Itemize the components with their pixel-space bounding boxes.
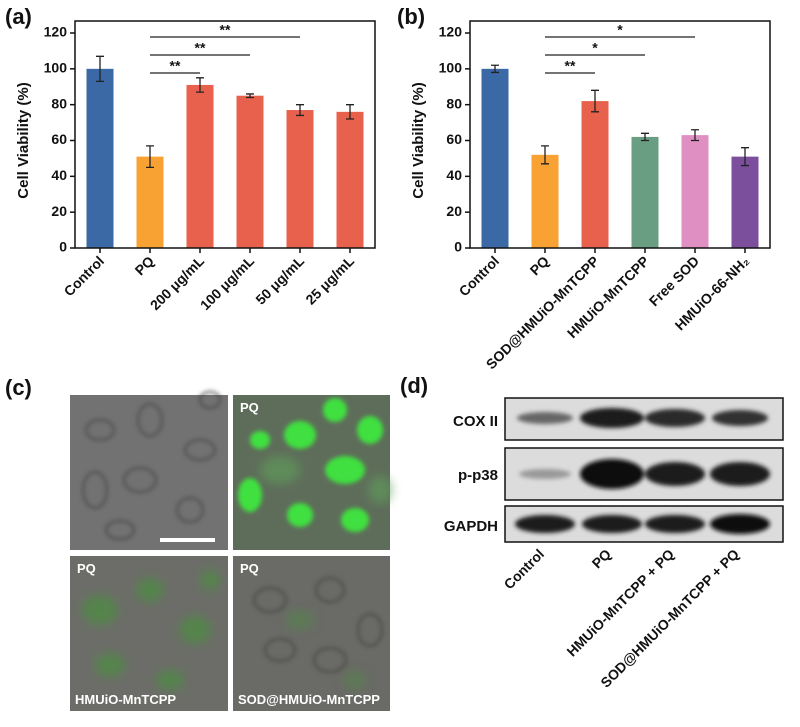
y-tick-label: 60 xyxy=(446,131,462,147)
error-bar xyxy=(541,145,549,165)
bar xyxy=(286,110,314,249)
panel-label: (a) xyxy=(5,4,32,29)
micrograph xyxy=(70,556,228,711)
error-bar xyxy=(246,93,254,99)
bar xyxy=(186,84,214,248)
bar xyxy=(336,111,364,248)
y-tick-label: 100 xyxy=(44,60,68,76)
axis-frame xyxy=(469,20,771,249)
panel-label: (d) xyxy=(400,373,428,398)
error-bar xyxy=(591,89,599,113)
error-bar xyxy=(196,77,204,93)
x-tick-label: PQ xyxy=(131,253,157,279)
image-caption: HMUiO-MnTCPP xyxy=(75,692,176,707)
y-tick-label: 40 xyxy=(446,167,462,183)
bar xyxy=(136,156,164,248)
y-tick-label: 60 xyxy=(51,131,67,147)
y-tick-label: 120 xyxy=(439,24,463,40)
x-tick-label: Control xyxy=(456,253,503,300)
significance-label: ** xyxy=(220,22,231,38)
y-tick-label: 80 xyxy=(446,95,462,111)
y-tick-label: 80 xyxy=(51,95,67,111)
bar xyxy=(581,101,609,248)
blot-column-label: Control xyxy=(501,546,548,593)
western-blot xyxy=(504,397,784,543)
bar xyxy=(236,95,264,248)
image-label: PQ xyxy=(77,561,96,576)
panel-label: (c) xyxy=(5,375,32,400)
y-tick-label: 20 xyxy=(446,203,462,219)
error-bar xyxy=(296,104,304,117)
y-tick-label: 100 xyxy=(439,60,463,76)
significance-label: * xyxy=(592,40,598,56)
y-tick-label: 0 xyxy=(454,239,462,255)
image-caption: SOD@HMUiO-MnTCPP xyxy=(238,692,380,707)
y-axis-label: Cell Viability (%) xyxy=(15,82,32,198)
error-bar xyxy=(691,129,699,142)
image-label: PQ xyxy=(240,561,259,576)
blot-row-label: COX II xyxy=(453,413,498,430)
axis-frame xyxy=(74,20,376,249)
x-tick-label: 25 μg/mL xyxy=(302,252,357,307)
panel-label: (b) xyxy=(397,4,425,29)
significance-label: ** xyxy=(195,40,206,56)
error-bar xyxy=(146,145,154,169)
bar xyxy=(681,135,709,248)
y-tick-label: 120 xyxy=(44,24,68,40)
micrograph xyxy=(70,391,228,550)
blot-column-label: SOD@HMUiO-MnTCPP + PQ xyxy=(597,546,742,691)
error-bar xyxy=(741,147,749,167)
y-tick-label: 0 xyxy=(59,239,67,255)
image-label: PQ xyxy=(240,400,259,415)
bar xyxy=(481,68,509,248)
x-tick-label: 50 μg/mL xyxy=(252,252,307,307)
error-bar xyxy=(96,55,104,83)
micrograph xyxy=(233,395,392,550)
x-tick-label: 100 μg/mL xyxy=(197,252,258,313)
error-bar xyxy=(346,104,354,120)
blot-column-label: PQ xyxy=(588,546,614,572)
error-bar xyxy=(641,132,649,142)
x-tick-label: PQ xyxy=(526,253,552,279)
x-tick-label: Control xyxy=(61,253,108,300)
error-bar xyxy=(491,64,499,74)
blot-row-label: p-p38 xyxy=(458,467,498,484)
y-tick-label: 40 xyxy=(51,167,67,183)
bar xyxy=(631,136,659,248)
blot-column-label: HMUiO-MnTCPP + PQ xyxy=(563,546,677,660)
significance-label: * xyxy=(617,22,623,38)
blot-row-label: GAPDH xyxy=(444,518,498,535)
bar xyxy=(86,68,114,248)
micrograph xyxy=(233,556,390,711)
significance-label: ** xyxy=(170,58,181,74)
y-axis-label: Cell Viability (%) xyxy=(410,82,427,198)
bar xyxy=(731,156,759,248)
y-tick-label: 20 xyxy=(51,203,67,219)
bar xyxy=(531,154,559,248)
significance-label: ** xyxy=(565,58,576,74)
